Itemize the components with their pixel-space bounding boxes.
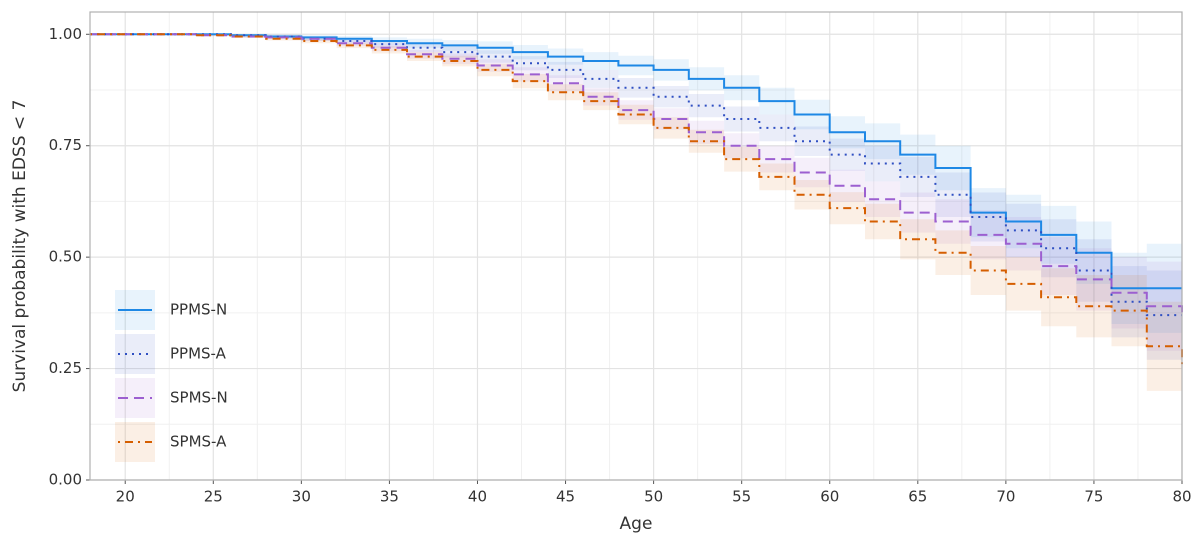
- legend-key: [115, 334, 155, 374]
- legend-label: SPMS-N: [170, 389, 228, 407]
- x-tick-label: 25: [204, 488, 223, 506]
- y-tick-label: 0.25: [49, 359, 82, 377]
- confidence-band: [90, 34, 1182, 342]
- x-tick-label: 45: [556, 488, 575, 506]
- legend-label: PPMS-N: [170, 301, 227, 319]
- x-tick-label: 70: [996, 488, 1015, 506]
- x-tick-label: 50: [644, 488, 663, 506]
- x-tick-label: 65: [908, 488, 927, 506]
- x-tick-label: 35: [380, 488, 399, 506]
- confidence-band: [90, 34, 1182, 369]
- x-tick-label: 20: [116, 488, 135, 506]
- legend-label: SPMS-A: [170, 433, 227, 451]
- y-tick-label: 0.50: [49, 248, 82, 266]
- survival-line: [90, 33, 1182, 290]
- plot-area: [90, 33, 1183, 418]
- y-tick-label: 0.00: [49, 471, 82, 489]
- x-tick-label: 75: [1084, 488, 1103, 506]
- confidence-band: [90, 34, 1182, 418]
- confidence-band: [90, 34, 1182, 369]
- x-tick-label: 60: [820, 488, 839, 506]
- y-axis-title: Survival probability with EDSS < 7: [10, 100, 30, 393]
- x-tick-label: 30: [292, 488, 311, 506]
- panel-border: [89, 11, 1183, 481]
- legend-label: PPMS-A: [170, 345, 227, 363]
- x-axis-title: Age: [620, 514, 653, 534]
- y-tick-label: 0.75: [49, 136, 82, 154]
- y-tick-label: 1.00: [49, 25, 82, 43]
- x-tick-label: 55: [732, 488, 751, 506]
- x-tick-label: 40: [468, 488, 487, 506]
- survival-line: [90, 33, 1182, 317]
- x-tick-label: 80: [1172, 488, 1191, 506]
